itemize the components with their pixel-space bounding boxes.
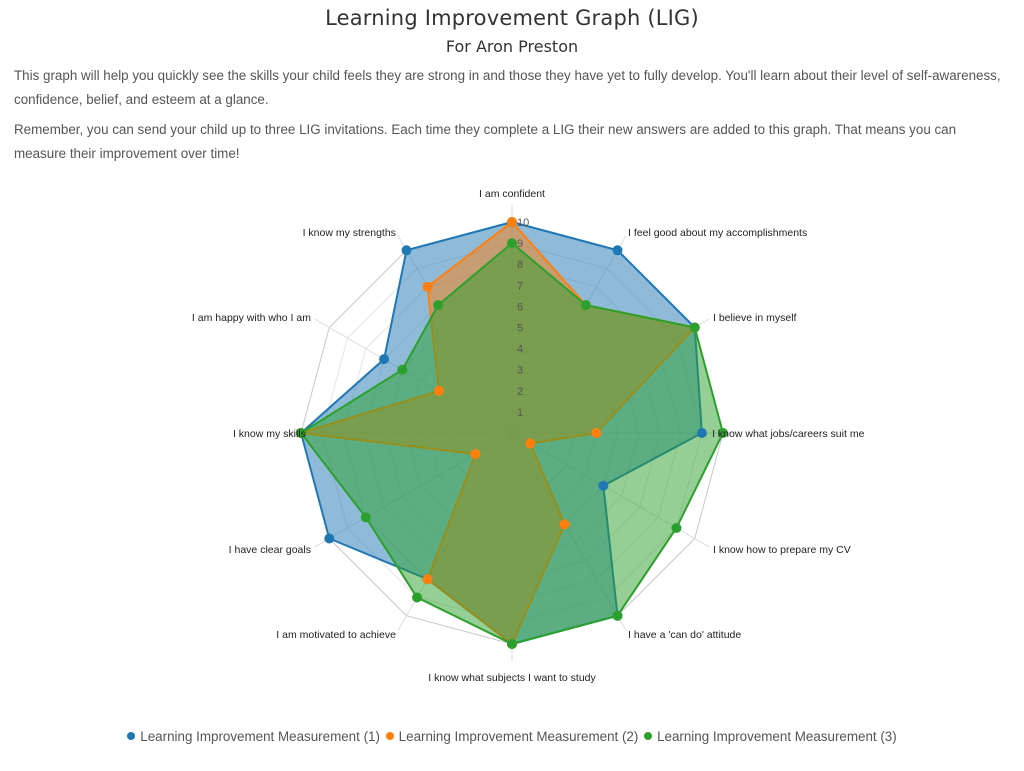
- tick-label: 10: [517, 217, 529, 229]
- axis-label: I know what jobs/careers suit me: [712, 428, 864, 440]
- data-point-marker[interactable]: [671, 522, 682, 533]
- chart-legend: Learning Improvement Measurement (1) Lea…: [0, 729, 1024, 744]
- axis-label: I believe in myself: [713, 312, 797, 324]
- data-point-marker[interactable]: [401, 245, 412, 256]
- radar-series: [296, 217, 728, 649]
- legend-dot-icon: [127, 732, 136, 740]
- data-point-marker[interactable]: [422, 281, 433, 292]
- data-point-marker[interactable]: [422, 574, 433, 585]
- legend-label: Learning Improvement Measurement (1): [140, 729, 380, 744]
- data-point-marker[interactable]: [397, 364, 408, 375]
- legend-item-series-3[interactable]: Learning Improvement Measurement (3): [644, 729, 897, 744]
- data-point-marker[interactable]: [612, 610, 623, 621]
- legend-item-series-2[interactable]: Learning Improvement Measurement (2): [385, 729, 639, 744]
- data-point-marker[interactable]: [412, 592, 423, 603]
- legend-dot-icon: [644, 732, 653, 740]
- axis-label: I know how to prepare my CV: [713, 544, 851, 556]
- data-point-marker[interactable]: [296, 428, 306, 438]
- data-point-marker[interactable]: [470, 449, 481, 460]
- intro-paragraph-1: This graph will help you quickly see the…: [14, 68, 1001, 107]
- data-point-marker[interactable]: [718, 428, 728, 438]
- tick-label: 4: [517, 344, 523, 356]
- series-markers-3: [296, 238, 728, 649]
- data-point-marker[interactable]: [696, 428, 707, 438]
- data-point-marker[interactable]: [507, 217, 517, 227]
- axis-label: I know what subjects I want to study: [428, 672, 596, 684]
- data-point-marker[interactable]: [507, 639, 517, 649]
- axis-label: I am motivated to achieve: [276, 629, 396, 641]
- data-point-marker[interactable]: [507, 238, 517, 249]
- tick-label: 5: [517, 323, 523, 335]
- data-point-marker[interactable]: [379, 354, 390, 365]
- tick-label: 6: [517, 301, 523, 313]
- legend-label: Learning Improvement Measurement (3): [657, 729, 897, 744]
- radial-tick-labels: 1 2 3 4 5 6 7 8 9 10: [517, 217, 529, 419]
- data-point-marker[interactable]: [591, 428, 602, 438]
- axis-label: I am happy with who I am: [192, 312, 311, 324]
- axis-labels: I am confident I feel good about my accom…: [192, 188, 865, 684]
- data-point-marker[interactable]: [598, 480, 609, 491]
- data-point-marker[interactable]: [689, 322, 700, 333]
- data-point-marker[interactable]: [324, 533, 335, 544]
- legend-label: Learning Improvement Measurement (2): [398, 729, 639, 744]
- legend-item-series-1[interactable]: Learning Improvement Measurement (1): [127, 729, 380, 744]
- axis-label: I know my skills: [233, 428, 306, 440]
- data-point-marker[interactable]: [360, 512, 371, 523]
- tick-label: 2: [517, 386, 523, 398]
- data-point-marker[interactable]: [580, 300, 591, 311]
- axis-label: I know my strengths: [303, 227, 396, 239]
- tick-label: 9: [517, 238, 523, 250]
- legend-dot-icon: [385, 732, 394, 740]
- intro-paragraph-2: Remember, you can send your child up to …: [14, 122, 957, 161]
- data-point-marker[interactable]: [433, 385, 444, 396]
- data-point-marker[interactable]: [612, 245, 623, 256]
- page-title: Learning Improvement Graph (LIG): [325, 6, 699, 30]
- data-point-marker[interactable]: [559, 519, 570, 530]
- axis-label: I feel good about my accomplishments: [628, 227, 807, 239]
- page-subtitle: For Aron Preston: [445, 37, 579, 56]
- axis-label: I have clear goals: [229, 544, 311, 556]
- data-point-marker[interactable]: [433, 300, 444, 311]
- axis-label: I have a 'can do' attitude: [628, 629, 741, 641]
- tick-label: 1: [517, 407, 523, 419]
- tick-label: 8: [517, 259, 523, 271]
- axis-label: I am confident: [479, 188, 545, 200]
- tick-label: 3: [517, 365, 523, 377]
- tick-label: 7: [517, 280, 523, 292]
- data-point-marker[interactable]: [525, 438, 536, 449]
- radar-chart: 1 2 3 4 5 6 7 8 9 10 I am confident I feel good ab…: [192, 188, 865, 684]
